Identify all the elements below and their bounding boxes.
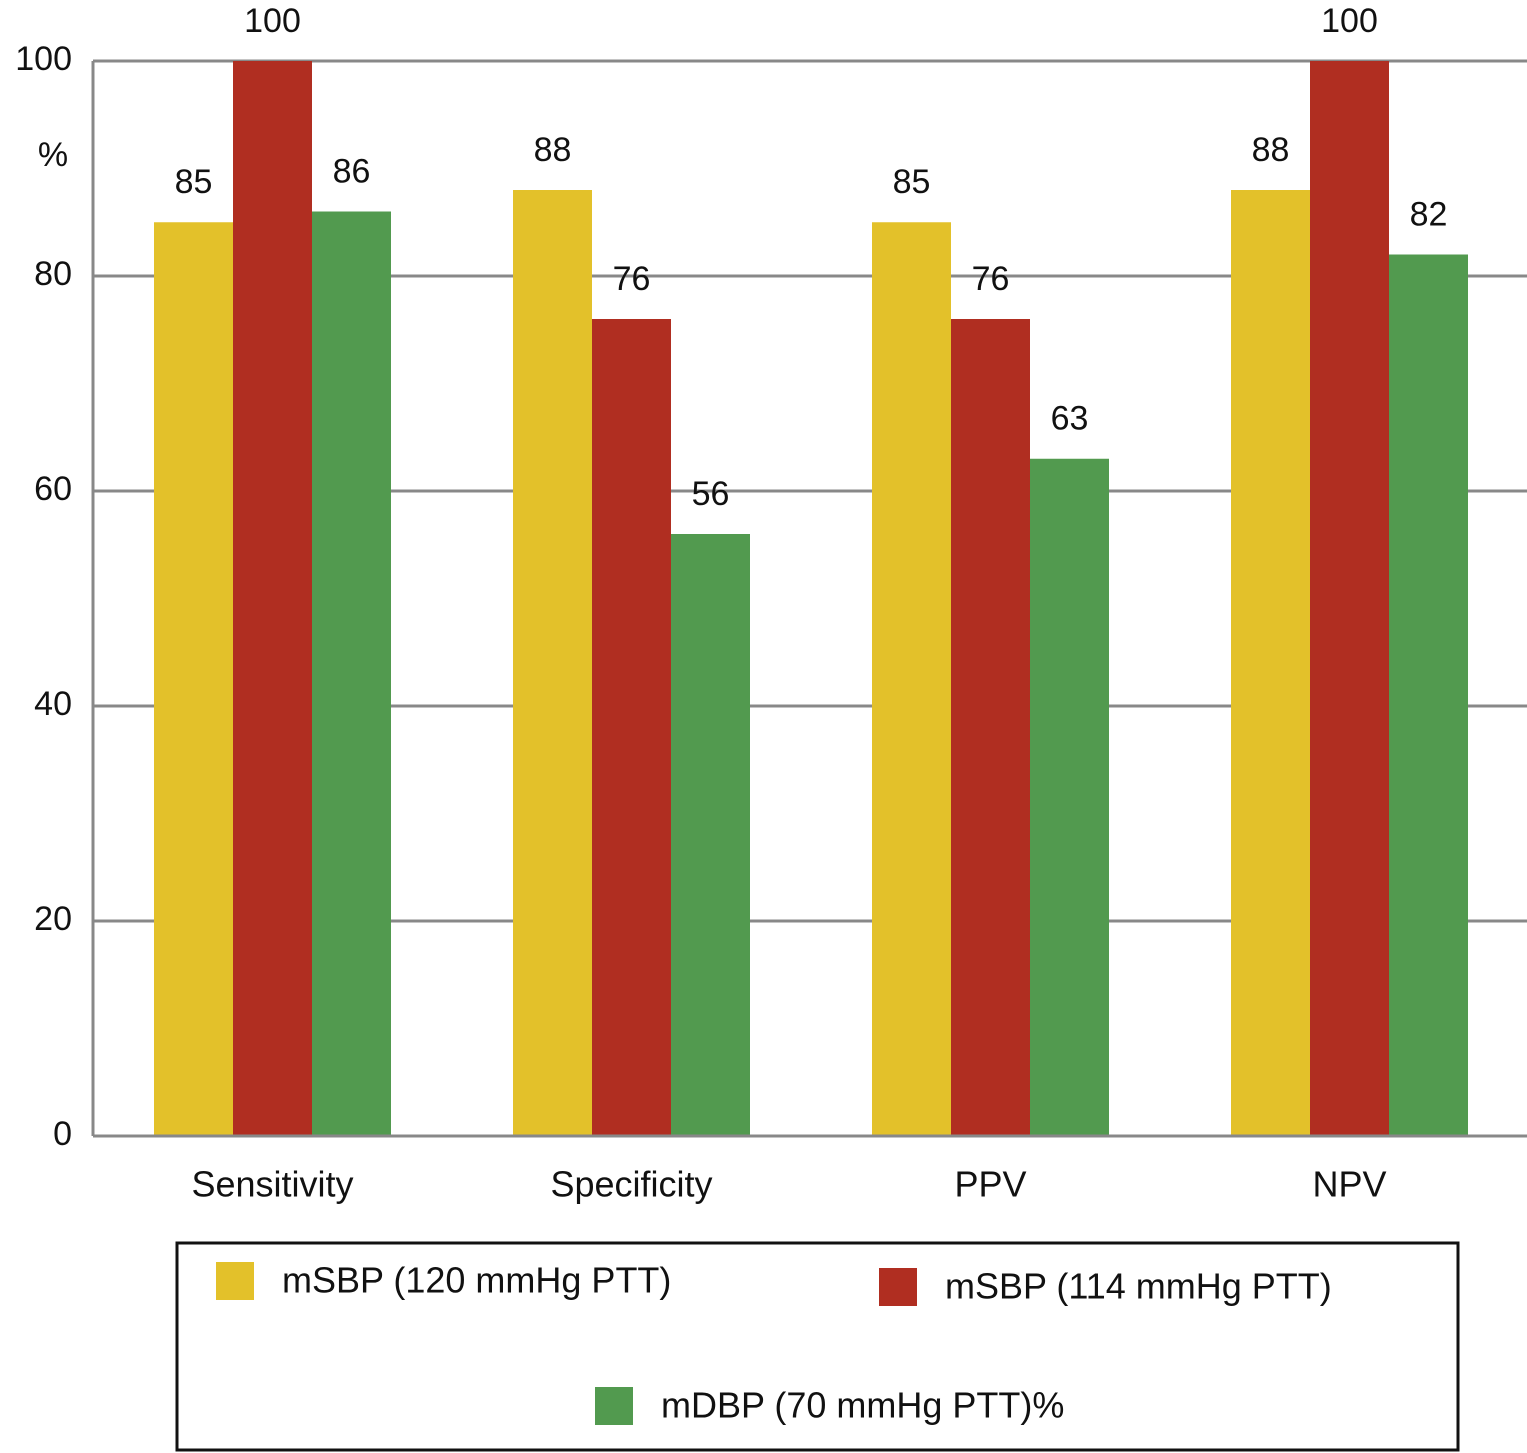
legend-label: mDBP (70 mmHg PTT)% [661,1385,1064,1426]
bar [1310,61,1389,1136]
data-label: 85 [893,163,931,201]
data-label: 88 [534,131,572,169]
bar [1231,190,1310,1136]
legend-swatch [216,1262,254,1300]
bar [951,319,1030,1136]
y-axis-label: % [38,136,68,174]
bar [233,61,312,1136]
x-tick-label: Specificity [550,1164,712,1205]
y-tick-label: 80 [34,255,72,293]
data-label: 56 [692,475,730,513]
y-tick-label: 60 [34,470,72,508]
data-label: 63 [1051,400,1089,438]
bar [872,222,951,1136]
data-label: 100 [244,2,301,40]
legend-label: mSBP (120 mmHg PTT) [282,1260,671,1301]
bar [592,319,671,1136]
data-label: 86 [333,152,371,190]
x-tick-label: NPV [1312,1164,1386,1205]
data-label: 76 [613,260,651,298]
data-label: 82 [1410,195,1448,233]
y-tick-label: 0 [53,1115,72,1153]
x-tick-label: PPV [954,1164,1026,1205]
legend-swatch [879,1268,917,1306]
y-tick-label: 20 [34,900,72,938]
legend-label: mSBP (114 mmHg PTT) [945,1266,1332,1307]
bar [154,222,233,1136]
data-label: 76 [972,260,1010,298]
bar [1389,254,1468,1136]
bar [1030,458,1109,1136]
x-tick-label: Sensitivity [191,1164,353,1205]
data-label: 85 [175,163,213,201]
bar [312,211,391,1136]
bar [513,190,592,1136]
legend-swatch [595,1387,633,1425]
y-tick-label: 40 [34,685,72,723]
y-tick-label: 100 [15,40,72,78]
data-label: 100 [1321,2,1378,40]
bar [671,534,750,1136]
data-label: 88 [1252,131,1290,169]
legend-box [175,1241,1460,1452]
